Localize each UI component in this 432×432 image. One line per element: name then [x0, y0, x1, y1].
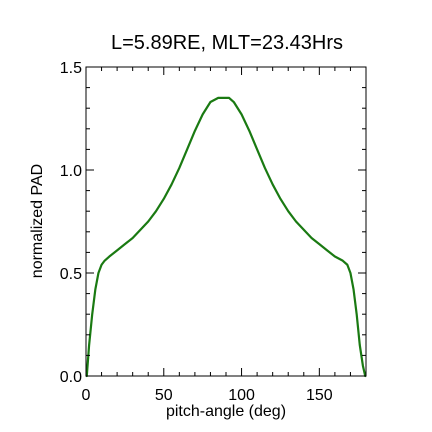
plot-area	[85, 96, 367, 378]
y-tick-label: 1.0	[60, 163, 82, 180]
y-tick-label: 0.5	[60, 266, 82, 283]
plot-frame	[85, 66, 367, 377]
x-tick-label: 150	[306, 387, 333, 404]
y-tick-label: 0.0	[60, 369, 82, 386]
y-axis-label: normalized PAD	[29, 164, 46, 278]
x-axis-label: pitch-angle (deg)	[166, 403, 286, 420]
tick-labels: 0 50 100 150 0.0 0.5 1.0 1.5	[60, 60, 333, 404]
x-tick-label: 0	[82, 387, 91, 404]
axis-ticks	[85, 66, 367, 377]
series-line-1	[85, 96, 367, 378]
chart-title: L=5.89RE, MLT=23.43Hrs	[111, 32, 343, 54]
x-tick-label: 50	[155, 387, 173, 404]
y-tick-label: 1.5	[60, 60, 82, 77]
x-tick-label: 100	[228, 387, 255, 404]
